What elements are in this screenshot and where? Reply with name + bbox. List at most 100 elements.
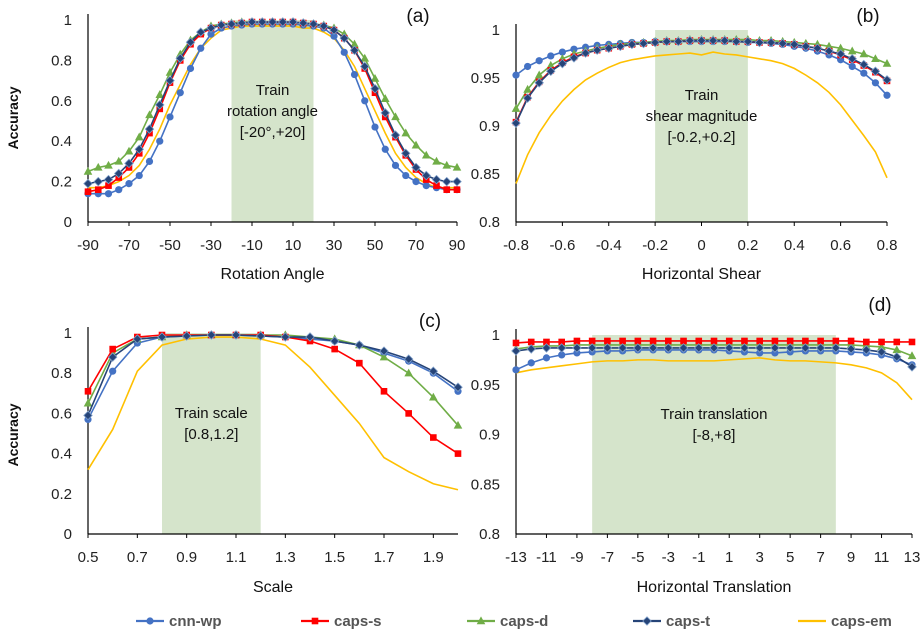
data-point-caps-t — [421, 170, 432, 181]
data-point-cnn-wp — [570, 45, 578, 53]
data-point-caps-t — [557, 58, 568, 69]
data-point-cnn-wp — [135, 171, 143, 180]
data-point-caps-d — [401, 128, 411, 137]
x-tick-label: -0.8 — [503, 237, 529, 254]
data-point-caps-t — [696, 35, 707, 46]
legend: cnn-wp caps-s caps-d caps-t caps-em — [136, 613, 892, 630]
x-tick-label: 5 — [786, 549, 794, 566]
y-tick-label: 0.8 — [479, 526, 500, 543]
data-point-caps-t — [318, 21, 329, 31]
data-point-cnn-wp — [186, 64, 195, 73]
series-line-cnn-wp — [87, 334, 459, 420]
data-point-cnn-wp — [402, 171, 410, 180]
x-tick-label: -5 — [631, 549, 644, 566]
data-point-cnn-wp — [771, 349, 779, 357]
data-point-caps-s — [512, 339, 520, 347]
data-point-caps-d — [380, 94, 390, 102]
data-point-caps-t — [719, 35, 730, 46]
y-tick-label: 1 — [64, 12, 72, 29]
x-tick-label: -10 — [241, 237, 263, 254]
data-point-cnn-wp — [207, 30, 215, 38]
band-annotation: [-8,+8] — [693, 427, 736, 444]
data-point-cnn-wp — [350, 70, 359, 79]
data-point-cnn-wp — [547, 52, 555, 60]
data-point-caps-t — [308, 19, 319, 29]
x-tick-label: 7 — [816, 549, 824, 566]
data-point-caps-s — [405, 410, 412, 417]
chart-panel-4: 0.80.850.90.951-13 -11 -9 -7 -5 -3 -1 1 3 5 7 9 11 13… — [471, 295, 921, 596]
data-point-caps-s — [832, 337, 840, 345]
x-tick-label: 13 — [904, 549, 921, 566]
legend-label: cnn-wp — [169, 613, 222, 630]
data-point-caps-d — [134, 132, 144, 141]
data-point-caps-t — [390, 130, 401, 140]
data-point-caps-d — [421, 150, 431, 159]
panel-tag: (d) — [868, 295, 891, 316]
data-point-caps-t — [801, 41, 811, 52]
data-point-caps-s — [604, 337, 611, 345]
data-point-caps-t — [638, 38, 649, 49]
y-tick-label: 0.4 — [51, 446, 72, 463]
data-point-caps-s — [433, 182, 440, 189]
data-point-caps-t — [453, 382, 463, 393]
band-annotation: Train translation — [661, 406, 768, 423]
data-point-caps-t — [236, 18, 247, 28]
data-point-caps-d — [155, 90, 165, 98]
y-tick-label: 0.85 — [471, 166, 500, 183]
data-point-caps-d — [453, 420, 463, 429]
data-point-caps-t — [206, 330, 217, 340]
x-tick-label: -0.6 — [549, 237, 575, 254]
data-point-caps-t — [403, 354, 414, 364]
data-point-caps-s — [908, 338, 916, 346]
data-point-caps-s — [454, 450, 462, 457]
data-point-caps-t — [824, 46, 834, 56]
data-point-caps-d — [859, 49, 869, 58]
data-point-caps-d — [145, 110, 154, 119]
data-point-caps-d — [442, 160, 452, 169]
y-tick-label: 0.8 — [479, 214, 500, 231]
band-annotation: Train scale — [175, 405, 248, 422]
y-tick-label: 0.85 — [471, 476, 500, 493]
data-point-caps-t — [154, 100, 165, 110]
training-band — [592, 335, 836, 534]
data-point-cnn-wp — [391, 161, 400, 170]
data-point-cnn-wp — [361, 97, 369, 105]
y-tick-label: 0.2 — [51, 486, 72, 503]
data-point-cnn-wp — [104, 190, 113, 198]
data-point-caps-d — [892, 345, 902, 354]
data-point-caps-t — [770, 343, 780, 353]
data-point-cnn-wp — [871, 79, 880, 87]
data-point-caps-s — [710, 337, 718, 345]
x-tick-label: 1 — [725, 549, 733, 566]
legend-item-caps-em: caps-em — [798, 613, 892, 630]
legend-label: caps-d — [500, 613, 548, 630]
data-point-caps-s — [847, 337, 855, 345]
series-line-caps-em — [515, 357, 913, 401]
data-point-caps-t — [892, 352, 902, 362]
data-point-cnn-wp — [125, 180, 133, 188]
band-annotation: [-0.2,+0.2] — [668, 129, 736, 146]
data-point-caps-t — [380, 108, 391, 118]
x-tick-label: 0.6 — [830, 237, 851, 254]
legend-label: caps-s — [334, 613, 382, 630]
data-point-cnn-wp — [109, 367, 117, 375]
y-tick-label: 0.95 — [471, 377, 500, 394]
data-point-caps-t — [694, 343, 704, 353]
data-point-caps-t — [339, 33, 350, 43]
data-point-caps-t — [800, 343, 811, 353]
y-tick-label: 0.9 — [479, 427, 500, 444]
legend-label: caps-em — [831, 613, 892, 630]
data-point-caps-d — [432, 156, 441, 165]
data-point-caps-t — [441, 176, 452, 187]
data-point-caps-d — [871, 54, 880, 62]
x-tick-label: -70 — [118, 237, 140, 254]
data-point-caps-t — [370, 83, 380, 94]
data-point-caps-t — [277, 17, 288, 27]
data-point-caps-s — [331, 345, 338, 353]
data-point-caps-d — [882, 59, 892, 67]
data-point-caps-t — [835, 49, 846, 59]
data-point-caps-d — [534, 70, 544, 79]
data-point-cnn-wp — [558, 351, 566, 359]
data-point-caps-d — [83, 166, 93, 175]
data-point-caps-t — [124, 158, 134, 169]
